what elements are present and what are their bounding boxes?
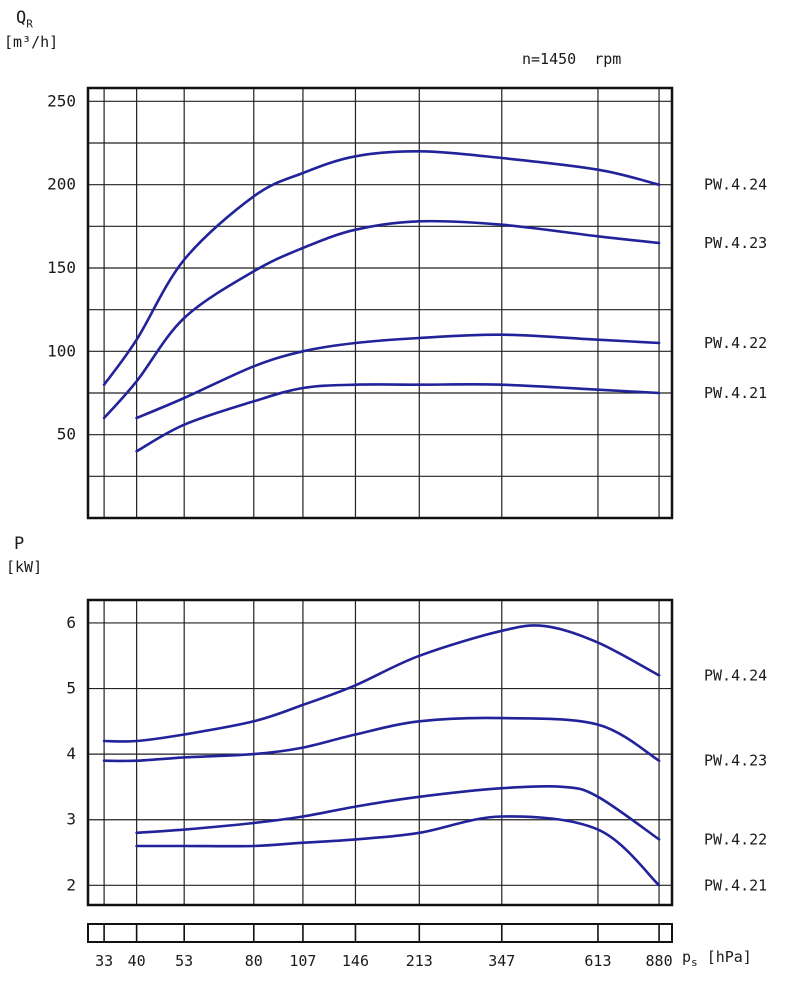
power-axis-symbol-main: P [14, 534, 25, 554]
ytick-label-5: 5 [66, 679, 76, 698]
x-axis-label-unit: [hPa] [706, 948, 752, 966]
ytick-label-250: 250 [47, 91, 76, 110]
ytick-label-2: 2 [66, 875, 76, 894]
power-axis-unit: [kW] [6, 558, 43, 576]
axis-strip-frame [87, 923, 673, 943]
curve-label-PW.4.22: PW.4.22 [704, 334, 767, 352]
ytick-label-200: 200 [47, 175, 76, 194]
curve-PW.4.24 [102, 624, 661, 743]
flow-axis-symbol-sub: R [26, 17, 33, 31]
curve-PW.4.22 [135, 333, 661, 420]
xtick-label-213: 213 [406, 952, 433, 970]
xtick-label-347: 347 [488, 952, 515, 970]
ytick-label-6: 6 [66, 613, 76, 632]
rpm-annotation: n=1450 rpm [522, 50, 622, 68]
flow-axis-unit: [m³/h] [4, 33, 59, 51]
curve-PW.4.23 [102, 219, 661, 420]
flow-axis-symbol-main: Q [16, 8, 27, 28]
flow-axis-symbol: QR [16, 8, 33, 31]
plot-frame [86, 598, 674, 907]
curve-label-PW.4.21: PW.4.21 [704, 876, 767, 894]
curve-PW.4.21 [135, 383, 661, 453]
xtick-label-107: 107 [289, 952, 316, 970]
flow-axis-label: QR [16, 8, 33, 30]
xtick-label-146: 146 [342, 952, 369, 970]
ytick-label-3: 3 [66, 810, 76, 829]
ytick-label-4: 4 [66, 744, 76, 763]
ytick-label-50: 50 [57, 425, 76, 444]
xtick-label-880: 880 [646, 952, 673, 970]
curve-label-PW.4.23: PW.4.23 [704, 752, 767, 770]
xtick-label-33: 33 [95, 952, 113, 970]
curve-label-PW.4.21: PW.4.21 [704, 384, 767, 402]
curve-label-PW.4.23: PW.4.23 [704, 234, 767, 252]
x-axis-label: ps [hPa] [682, 948, 752, 969]
x-axis-label-sub: s [691, 956, 698, 969]
xtick-label-613: 613 [584, 952, 611, 970]
plot-frame [86, 86, 674, 520]
ytick-label-100: 100 [47, 341, 76, 360]
curve-PW.4.23 [102, 716, 661, 763]
xtick-label-53: 53 [175, 952, 193, 970]
power-chart: 2 3 4 5 6 PW.4.24 PW.4.23 PW.4.22 PW.4.21 [66, 598, 767, 907]
power-axis-symbol: P [14, 534, 24, 554]
ytick-label-150: 150 [47, 258, 76, 277]
curve-PW.4.24 [102, 149, 661, 386]
curve-label-PW.4.24: PW.4.24 [704, 666, 767, 684]
curve-PW.4.22 [135, 784, 661, 841]
curve-PW.4.21 [135, 815, 661, 887]
xtick-label-40: 40 [128, 952, 146, 970]
curve-label-PW.4.24: PW.4.24 [704, 176, 767, 194]
x-axis-label-main: p [682, 948, 692, 966]
curve-label-PW.4.22: PW.4.22 [704, 830, 767, 848]
power-axis-label: P [14, 534, 24, 556]
xtick-label-80: 80 [245, 952, 263, 970]
x-axis-strip: 33 40 53 80 107 146 213 347 613 880 [87, 923, 673, 970]
flow-chart: 50 100 150 200 250 PW.4.24 PW.4.23 PW.4.22 PW.4.… [47, 86, 767, 520]
